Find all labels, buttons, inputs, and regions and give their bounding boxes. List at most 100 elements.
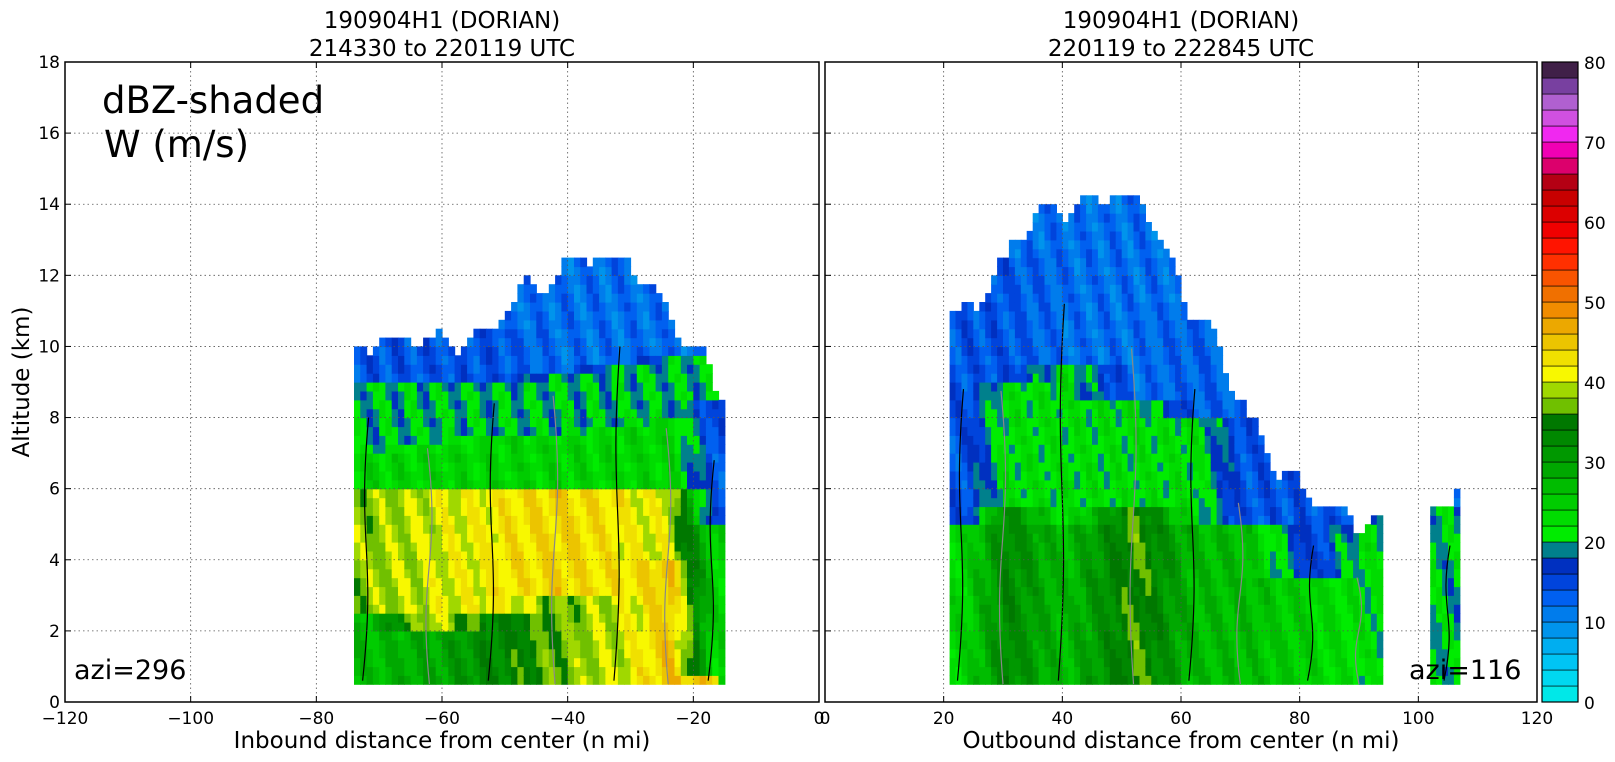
reflectivity-cell [687,533,694,543]
reflectivity-cell [1050,337,1057,348]
reflectivity-cell [379,630,387,641]
reflectivity-cell [712,399,720,410]
reflectivity-cell [636,346,644,356]
reflectivity-cell [630,364,638,374]
reflectivity-cell [1139,488,1146,499]
reflectivity-cell [661,479,669,490]
reflectivity-cell [605,382,613,392]
reflectivity-cell [1121,302,1129,312]
reflectivity-cell [611,373,619,383]
reflectivity-cell [973,577,980,588]
reflectivity-cell [611,675,619,685]
reflectivity-cell [1080,542,1087,552]
reflectivity-cell [1050,284,1057,294]
reflectivity-cell [967,470,974,481]
reflectivity-cell [705,595,713,605]
reflectivity-cell [423,675,430,685]
reflectivity-cell [624,506,632,516]
reflectivity-cell [586,497,594,508]
reflectivity-cell [1003,666,1010,676]
reflectivity-cell [530,630,537,641]
reflectivity-cell [372,373,380,383]
reflectivity-cell [1133,222,1140,232]
reflectivity-cell [624,550,632,561]
reflectivity-cell [967,559,974,570]
reflectivity-cell [1216,390,1224,401]
reflectivity-cell [372,524,380,534]
reflectivity-cell [605,533,613,543]
reflectivity-cell [599,275,606,285]
reflectivity-cell [1092,595,1099,605]
reflectivity-cell [498,470,506,481]
reflectivity-cell [1145,462,1152,472]
reflectivity-cell [372,462,380,472]
reflectivity-cell [1050,657,1057,668]
reflectivity-cell [454,408,462,419]
reflectivity-cell [1068,524,1075,534]
reflectivity-cell [379,444,387,454]
reflectivity-cell [1086,319,1093,330]
reflectivity-cell [655,470,663,481]
reflectivity-cell [1133,648,1140,659]
reflectivity-cell [1115,346,1123,356]
reflectivity-cell [1068,648,1075,659]
reflectivity-cell [517,550,525,561]
reflectivity-cell [655,364,663,374]
reflectivity-cell [1103,302,1111,312]
reflectivity-cell [542,417,550,428]
reflectivity-cell [624,488,632,499]
reflectivity-cell [511,497,518,508]
reflectivity-cell [429,479,437,490]
reflectivity-cell [997,337,1004,348]
reflectivity-cell [1204,577,1212,588]
reflectivity-cell [1121,239,1129,250]
reflectivity-cell [687,479,694,490]
reflectivity-cell [1097,613,1105,623]
reflectivity-cell [385,666,393,676]
reflectivity-cell [486,568,493,579]
reflectivity-cell [1145,506,1152,516]
reflectivity-cell [580,266,588,276]
reflectivity-cell [1062,515,1069,525]
reflectivity-cell [511,648,518,659]
reflectivity-cell [454,390,462,401]
reflectivity-cell [416,506,424,516]
reflectivity-cell [398,648,405,659]
reflectivity-cell [1014,346,1022,356]
reflectivity-cell [1264,657,1271,668]
reflectivity-cell [674,666,682,676]
reflectivity-cell [1080,639,1087,650]
reflectivity-cell [492,559,500,570]
reflectivity-cell [699,533,707,543]
reflectivity-cell [1145,479,1152,490]
reflectivity-cell [643,382,650,392]
reflectivity-cell [1139,328,1146,339]
reflectivity-cell [1056,622,1063,632]
reflectivity-cell [1192,666,1200,676]
reflectivity-cell [1252,515,1259,525]
reflectivity-cell [1175,284,1182,294]
reflectivity-cell [1032,613,1040,623]
reflectivity-cell [1121,337,1129,348]
reflectivity-cell [1062,613,1069,623]
reflectivity-cell [1121,479,1129,490]
reflectivity-cell [1056,462,1063,472]
reflectivity-cell [1169,577,1176,588]
reflectivity-cell [404,399,412,410]
reflectivity-cell [961,577,968,588]
reflectivity-cell [680,515,688,525]
reflectivity-cell [448,497,456,508]
reflectivity-cell [1080,524,1087,534]
reflectivity-cell [985,328,992,339]
reflectivity-cell [997,657,1004,668]
reflectivity-cell [687,488,694,499]
reflectivity-cell [624,257,632,268]
reflectivity-cell [699,488,707,499]
reflectivity-cell [416,559,424,570]
reflectivity-cell [955,604,962,614]
reflectivity-cell [435,337,443,348]
reflectivity-cell [1181,666,1188,676]
reflectivity-cell [1103,346,1111,356]
reflectivity-cell [423,666,430,676]
reflectivity-cell [1014,257,1022,268]
